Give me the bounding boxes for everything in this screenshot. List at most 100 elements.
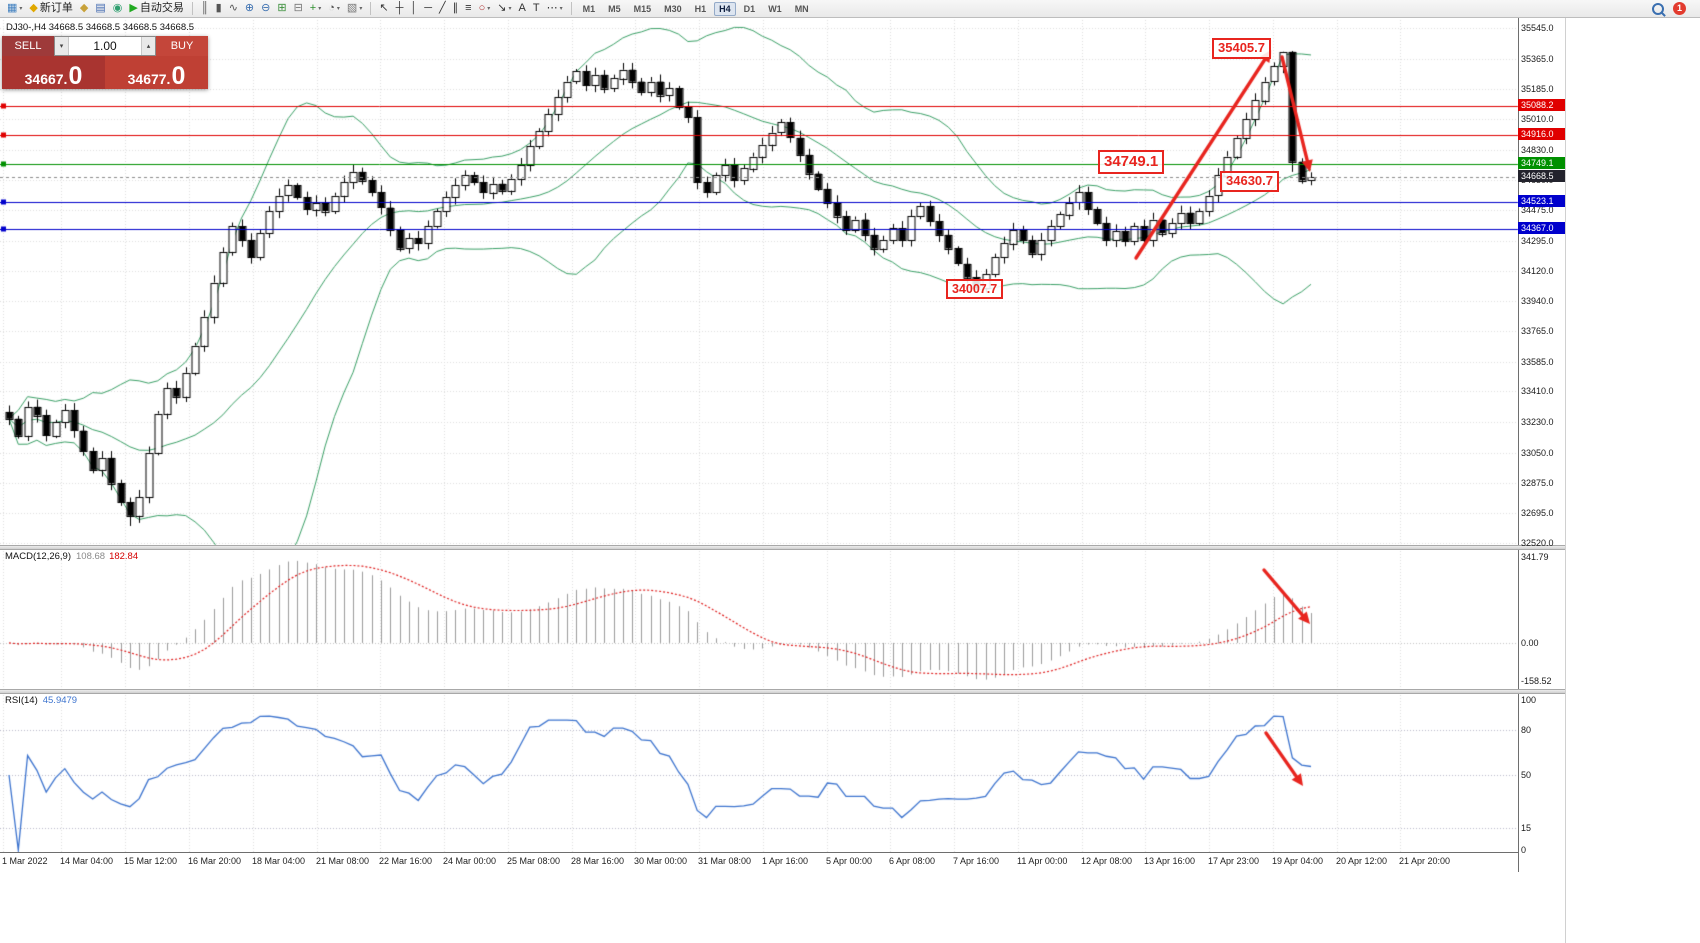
time-axis-label: 15 Mar 12:00: [124, 856, 178, 866]
cursor-icon: ↖: [379, 2, 389, 14]
crosshair-icon: ┼: [395, 2, 404, 14]
horizontal-line-button[interactable]: ─: [421, 1, 435, 17]
templates-button[interactable]: ▧ ▾: [344, 1, 365, 17]
price-axis-label: 33230.0: [1521, 417, 1554, 428]
arrows-tool-button[interactable]: ↘ ▾: [494, 1, 514, 17]
text-icon: A: [518, 2, 526, 14]
line-chart-button[interactable]: ∿: [226, 1, 241, 17]
timeframe-h1-button[interactable]: H1: [694, 3, 707, 14]
auto-arrange-button[interactable]: ⊟: [291, 1, 306, 17]
bar-chart-button[interactable]: ║: [198, 1, 212, 17]
autotrading-icon: ▶: [129, 2, 138, 14]
text-label-button[interactable]: T: [530, 1, 543, 17]
buy-price[interactable]: 34677. 0: [105, 56, 208, 89]
crosshair-button[interactable]: ┼: [393, 1, 407, 17]
zoom-in-icon: ⊕: [244, 2, 255, 14]
zoom-in-button[interactable]: ⊕: [242, 1, 257, 17]
price-level-badge: 34749.1: [1518, 156, 1565, 169]
new-chart-button[interactable]: ▦ ▾: [4, 1, 25, 17]
price-level-badge: 34367.0: [1518, 221, 1565, 234]
time-axis-label: 11 Apr 00:00: [1017, 856, 1068, 866]
market-watch-icon: ▤: [95, 2, 106, 14]
timeframe-m30-button[interactable]: M30: [664, 3, 682, 14]
sell-price[interactable]: 34667. 0: [2, 56, 105, 89]
navigator-icon: ◉: [112, 2, 123, 14]
text-button[interactable]: A: [515, 1, 528, 17]
macd-panel-divider[interactable]: [0, 545, 1565, 550]
market-watch-button[interactable]: ▤: [92, 1, 108, 17]
macd-scale-min: -158.52: [1521, 676, 1552, 686]
auto-arrange-icon: ⊟: [293, 2, 303, 14]
time-axis-label: 30 Mar 00:00: [634, 856, 688, 866]
caret-down-icon: ▾: [336, 6, 340, 12]
timeframe-w1-button[interactable]: W1: [768, 3, 782, 14]
volume-decrease-icon[interactable]: ▾: [55, 37, 69, 55]
cursor-button[interactable]: ↖: [376, 1, 391, 17]
channel-button[interactable]: ∥: [450, 1, 462, 17]
time-axis-label: 17 Apr 23:00: [1208, 856, 1260, 866]
indicators-button[interactable]: + ▾: [307, 1, 324, 17]
shapes-button[interactable]: ○ ▾: [476, 1, 494, 17]
vertical-line-icon: │: [410, 2, 418, 14]
price-annotation[interactable]: 34630.7: [1220, 171, 1279, 192]
time-axis-label: 7 Apr 16:00: [953, 856, 1000, 866]
new-order-button[interactable]: ◆ 新订单: [26, 1, 75, 17]
periods-button[interactable]: ◔ ▾: [325, 1, 343, 17]
candlestick-chart-button[interactable]: ▮: [213, 1, 225, 17]
trendline-button[interactable]: ╱: [436, 1, 449, 17]
rsi-scale-label: 80: [1521, 725, 1532, 735]
timeframe-d1-button[interactable]: D1: [743, 3, 756, 14]
price-annotation[interactable]: 34007.7: [946, 279, 1004, 300]
time-axis: [0, 852, 1518, 873]
time-axis-label: 19 Apr 04:00: [1272, 856, 1324, 866]
time-axis-label: 31 Mar 08:00: [698, 856, 752, 866]
macd-scale-max: 341.79: [1521, 552, 1549, 562]
volume-input[interactable]: ▾ 1.00 ▴: [54, 36, 156, 56]
history-center-icon: ◆: [79, 2, 89, 14]
price-axis-label: 33940.0: [1521, 296, 1554, 307]
price-axis-label: 35545.0: [1521, 23, 1554, 33]
search-icon[interactable]: [1652, 2, 1664, 15]
history-center-button[interactable]: ◆: [77, 1, 91, 17]
price-axis-label: 32520.0: [1521, 538, 1554, 548]
sell-price-big-digit: 0: [68, 61, 83, 90]
volume-increase-icon[interactable]: ▴: [141, 37, 155, 55]
notification-badge[interactable]: 1: [1673, 2, 1686, 15]
vertical-line-button[interactable]: │: [407, 1, 420, 17]
caret-down-icon: ▾: [508, 6, 512, 12]
tile-windows-button[interactable]: ⊞: [274, 1, 289, 17]
timeframe-m15-button[interactable]: M15: [633, 3, 652, 14]
price-axis-label: 34295.0: [1521, 235, 1554, 246]
time-axis-label: 5 Apr 00:00: [826, 856, 873, 866]
sell-button[interactable]: SELL: [2, 36, 54, 56]
buy-price-main: 34677.: [127, 70, 171, 87]
main-toolbar: ▦ ▾ ◆ 新订单 ◆ ▤ ◉ ▶ 自动交易 ║ ▮ ∿ ⊕ ⊖ ⊞ ⊟ + ▾ ◔ ▾ ▧ ▾ ↖ ┼ │ ─ ╱ ∥ ≡ ○ ▾ ↘ ▾ A T…: [0, 0, 1700, 18]
navigator-button[interactable]: ◉: [110, 1, 126, 17]
fibonacci-button[interactable]: ≡: [462, 1, 474, 17]
macd-signal-value: 182.84: [109, 551, 139, 562]
time-axis-label: 6 Apr 08:00: [889, 856, 936, 866]
timeframe-mn-button[interactable]: MN: [794, 3, 809, 14]
more-tools-button[interactable]: ⋯ ▾: [544, 1, 566, 17]
price-level-badge: 34916.0: [1518, 128, 1565, 141]
periods-icon: ◔: [328, 2, 335, 14]
volume-value[interactable]: 1.00: [93, 39, 117, 53]
timeframe-m1-button[interactable]: M1: [582, 3, 596, 14]
shapes-icon: ○: [478, 2, 486, 14]
price-annotation[interactable]: 35405.7: [1212, 38, 1271, 59]
rsi-name: RSI(14): [5, 695, 38, 706]
timeframe-m5-button[interactable]: M5: [608, 3, 621, 14]
toolbar-separator: [191, 2, 193, 15]
time-axis-label: 16 Mar 20:00: [188, 856, 242, 866]
buy-button[interactable]: BUY: [156, 36, 208, 56]
timeframe-h4-button[interactable]: H4: [714, 1, 736, 16]
price-axis-label: 32695.0: [1521, 508, 1554, 519]
zoom-out-button[interactable]: ⊖: [258, 1, 273, 17]
rsi-panel-divider[interactable]: [0, 689, 1565, 694]
macd-scale-zero: 0.00: [1521, 637, 1539, 648]
price-annotation[interactable]: 34749.1: [1098, 150, 1165, 174]
autotrading-button[interactable]: ▶ 自动交易: [126, 1, 186, 17]
horizontal-line-icon: ─: [424, 2, 433, 14]
